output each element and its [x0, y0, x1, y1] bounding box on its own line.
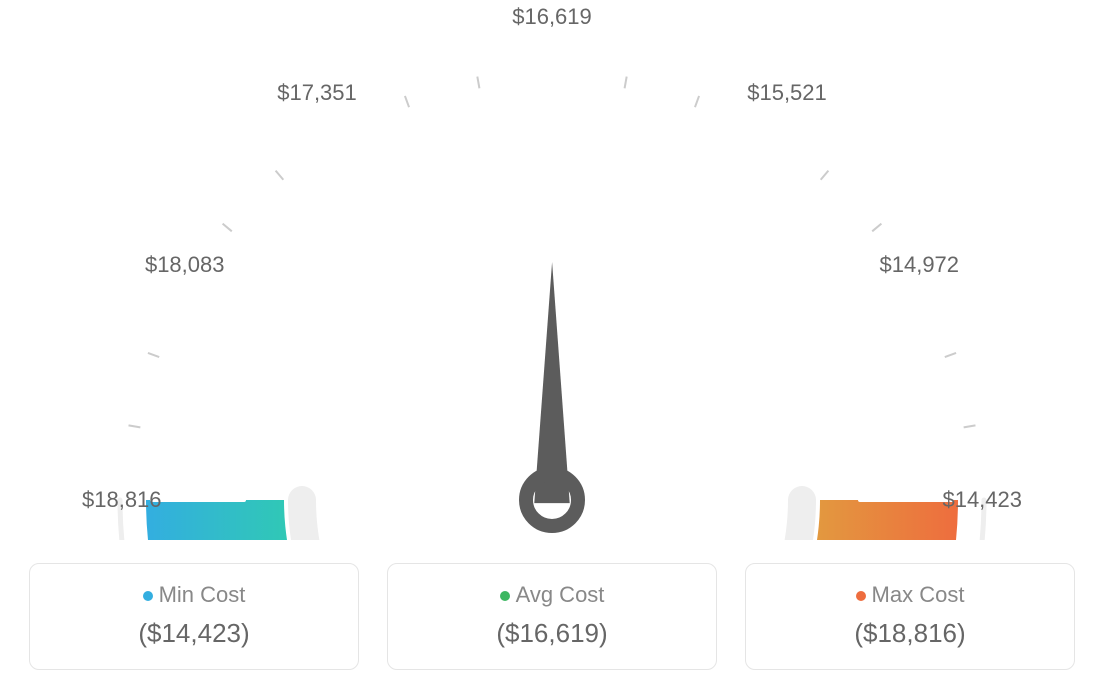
legend-title-max: Max Cost — [746, 582, 1074, 608]
gauge-tick-label: $16,619 — [512, 4, 592, 30]
legend-card-min: Min Cost ($14,423) — [29, 563, 359, 670]
legend-min-label: Min Cost — [159, 582, 246, 607]
gauge-tick-label: $14,972 — [880, 252, 960, 278]
legend-title-min: Min Cost — [30, 582, 358, 608]
dot-icon — [856, 591, 866, 601]
legend-row: Min Cost ($14,423) Avg Cost ($16,619) Ma… — [0, 563, 1104, 670]
legend-min-value: ($14,423) — [30, 618, 358, 649]
gauge-tick-label: $15,521 — [747, 80, 827, 106]
legend-title-avg: Avg Cost — [388, 582, 716, 608]
gauge-tick-label: $18,816 — [82, 487, 162, 513]
legend-avg-value: ($16,619) — [388, 618, 716, 649]
dot-icon — [500, 591, 510, 601]
gauge-tick-label: $18,083 — [145, 252, 225, 278]
gauge-tick-label: $14,423 — [942, 487, 1022, 513]
legend-avg-label: Avg Cost — [516, 582, 605, 607]
gauge-tick-label: $17,351 — [277, 80, 357, 106]
legend-max-label: Max Cost — [872, 582, 965, 607]
dot-icon — [143, 591, 153, 601]
cost-gauge: $14,423 $14,972 $15,521 $16,619 $17,351 $18,0… — [0, 0, 1104, 540]
legend-max-value: ($18,816) — [746, 618, 1074, 649]
legend-card-max: Max Cost ($18,816) — [745, 563, 1075, 670]
legend-card-avg: Avg Cost ($16,619) — [387, 563, 717, 670]
